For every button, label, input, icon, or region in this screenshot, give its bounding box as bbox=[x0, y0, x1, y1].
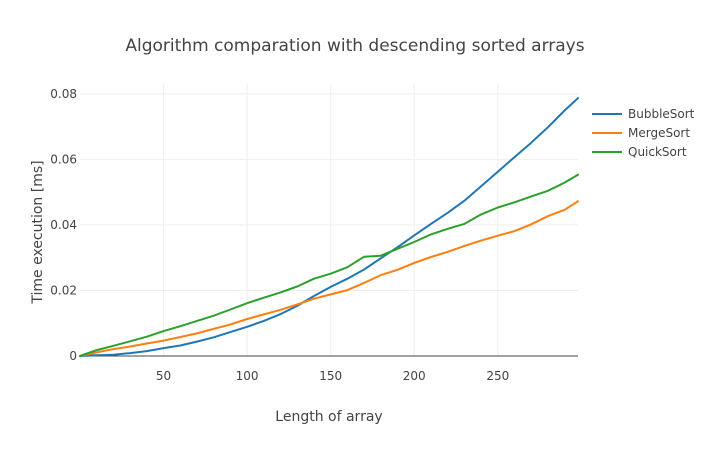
axes: 0 0.02 0.04 0.06 0.08 50 100 150 200 250 bbox=[50, 87, 578, 383]
y-tick-label: 0.06 bbox=[50, 152, 77, 166]
legend-label: BubbleSort bbox=[628, 107, 695, 121]
x-tick-label: 50 bbox=[156, 369, 171, 383]
x-axis-label: Length of array bbox=[275, 409, 382, 425]
series-line-quicksort bbox=[79, 173, 579, 357]
legend-label: MergeSort bbox=[628, 126, 690, 140]
series-line-mergesort bbox=[79, 200, 579, 357]
x-tick-label: 200 bbox=[403, 369, 426, 383]
y-axis-label: Time execution [ms] bbox=[30, 160, 46, 304]
chart-title: Algorithm comparation with descending so… bbox=[125, 36, 584, 56]
legend-label: QuickSort bbox=[628, 145, 687, 159]
grid bbox=[80, 84, 578, 356]
x-tick-label: 150 bbox=[319, 369, 342, 383]
series-lines bbox=[79, 97, 579, 357]
legend: BubbleSort MergeSort QuickSort bbox=[592, 107, 695, 159]
x-tick-label: 250 bbox=[486, 369, 509, 383]
x-tick-label: 100 bbox=[236, 369, 259, 383]
series-line-bubblesort bbox=[79, 97, 579, 357]
y-tick-label: 0.08 bbox=[50, 87, 77, 101]
y-tick-label: 0.04 bbox=[50, 218, 77, 232]
y-tick-label: 0 bbox=[69, 349, 77, 363]
y-tick-label: 0.02 bbox=[50, 283, 77, 297]
